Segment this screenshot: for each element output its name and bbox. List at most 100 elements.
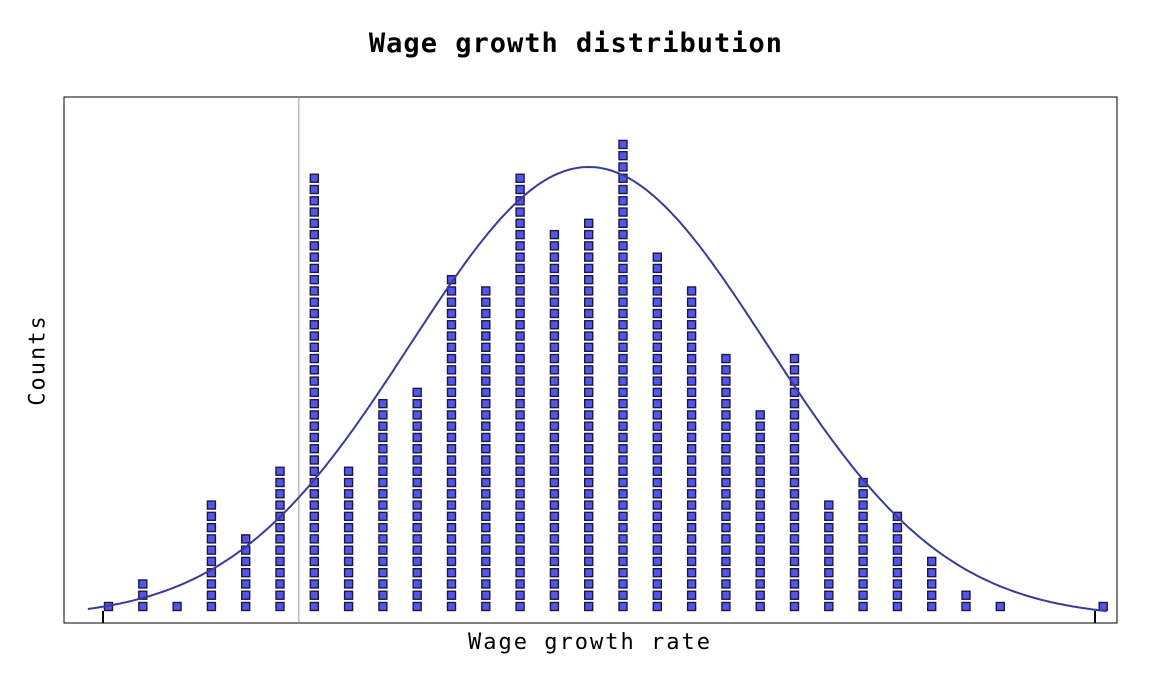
dot-marker [378, 500, 388, 510]
dot-marker [515, 218, 525, 229]
chart-title: Wage growth distribution [368, 28, 784, 59]
dot-marker [481, 308, 491, 319]
dot-marker [446, 320, 457, 330]
dot-marker [789, 353, 800, 364]
dot-marker [652, 477, 662, 488]
dot-marker [789, 455, 800, 465]
dot-marker [721, 534, 731, 544]
dot-marker [584, 308, 594, 319]
dot-marker [686, 466, 697, 476]
plot-frame [63, 96, 1118, 624]
dot-marker [481, 432, 491, 443]
dot-marker [515, 286, 525, 296]
dot-marker [515, 545, 525, 555]
dot-marker [309, 241, 319, 251]
dot-marker [824, 556, 834, 567]
dot-marker [721, 444, 731, 454]
dot-marker [721, 590, 731, 600]
dot-marker [618, 534, 628, 544]
dot-marker [446, 331, 457, 341]
dot-marker [755, 432, 765, 443]
dot-marker [755, 511, 765, 522]
dot-marker [721, 556, 731, 567]
dot-marker [652, 522, 662, 533]
dot-marker [412, 421, 422, 431]
dot-marker [755, 567, 765, 578]
dot-marker [481, 545, 491, 555]
dot-marker [549, 320, 560, 330]
dot-marker [789, 556, 800, 567]
dot-marker [309, 432, 319, 443]
dot-marker [789, 511, 800, 522]
dot-marker [515, 331, 525, 341]
dot-marker [789, 500, 800, 510]
dot-marker [515, 500, 525, 510]
dot-marker [584, 534, 594, 544]
dot-marker [618, 241, 628, 251]
dot-marker [652, 252, 662, 262]
dot-marker [584, 590, 594, 600]
dot-marker [240, 556, 251, 567]
dot-marker [755, 522, 765, 533]
dot-marker [446, 398, 457, 409]
dot-marker [515, 173, 525, 183]
dot-marker [378, 567, 388, 578]
dot-marker [309, 331, 319, 341]
dot-marker [858, 579, 868, 589]
dot-marker [515, 522, 525, 533]
dot-marker [309, 556, 319, 567]
dot-marker [892, 601, 903, 612]
dot-marker [446, 489, 457, 499]
dot-marker [515, 297, 525, 307]
dot-marker [789, 477, 800, 488]
dot-marker [515, 579, 525, 589]
dot-marker [206, 556, 217, 567]
dot-marker [584, 466, 594, 476]
dot-marker [549, 241, 560, 251]
dot-marker [446, 308, 457, 319]
dot-marker [481, 534, 491, 544]
dot-marker [686, 477, 697, 488]
dot-marker [515, 229, 525, 240]
dot-marker [549, 342, 560, 352]
dot-marker [481, 331, 491, 341]
dot-marker [412, 432, 422, 443]
dot-marker [584, 286, 594, 296]
dot-marker [343, 466, 354, 476]
dot-marker [652, 421, 662, 431]
dot-marker [721, 522, 731, 533]
dot-marker [858, 511, 868, 522]
dot-marker [789, 421, 800, 431]
dot-marker [618, 308, 628, 319]
dot-marker [686, 286, 697, 296]
dot-marker [172, 601, 182, 612]
dot-marker [652, 455, 662, 465]
dot-marker [584, 342, 594, 352]
dot-marker [995, 601, 1005, 612]
dot-marker [584, 320, 594, 330]
dot-marker [309, 421, 319, 431]
dot-marker [549, 297, 560, 307]
dot-marker [686, 567, 697, 578]
dot-marker [721, 601, 731, 612]
dot-marker [755, 489, 765, 499]
dot-marker [446, 545, 457, 555]
dot-marker [618, 274, 628, 285]
dot-marker [481, 477, 491, 488]
dot-marker [618, 579, 628, 589]
dot-marker [481, 365, 491, 375]
dot-marker [309, 590, 319, 600]
dot-marker [206, 590, 217, 600]
dot-marker [755, 410, 765, 420]
dot-marker [446, 466, 457, 476]
dot-marker [652, 432, 662, 443]
dot-marker [481, 376, 491, 386]
dot-marker [652, 342, 662, 352]
dot-marker [412, 534, 422, 544]
dot-marker [309, 207, 319, 217]
dot-marker [412, 444, 422, 454]
dot-marker [412, 398, 422, 409]
dot-marker [584, 263, 594, 274]
dot-marker [446, 579, 457, 589]
